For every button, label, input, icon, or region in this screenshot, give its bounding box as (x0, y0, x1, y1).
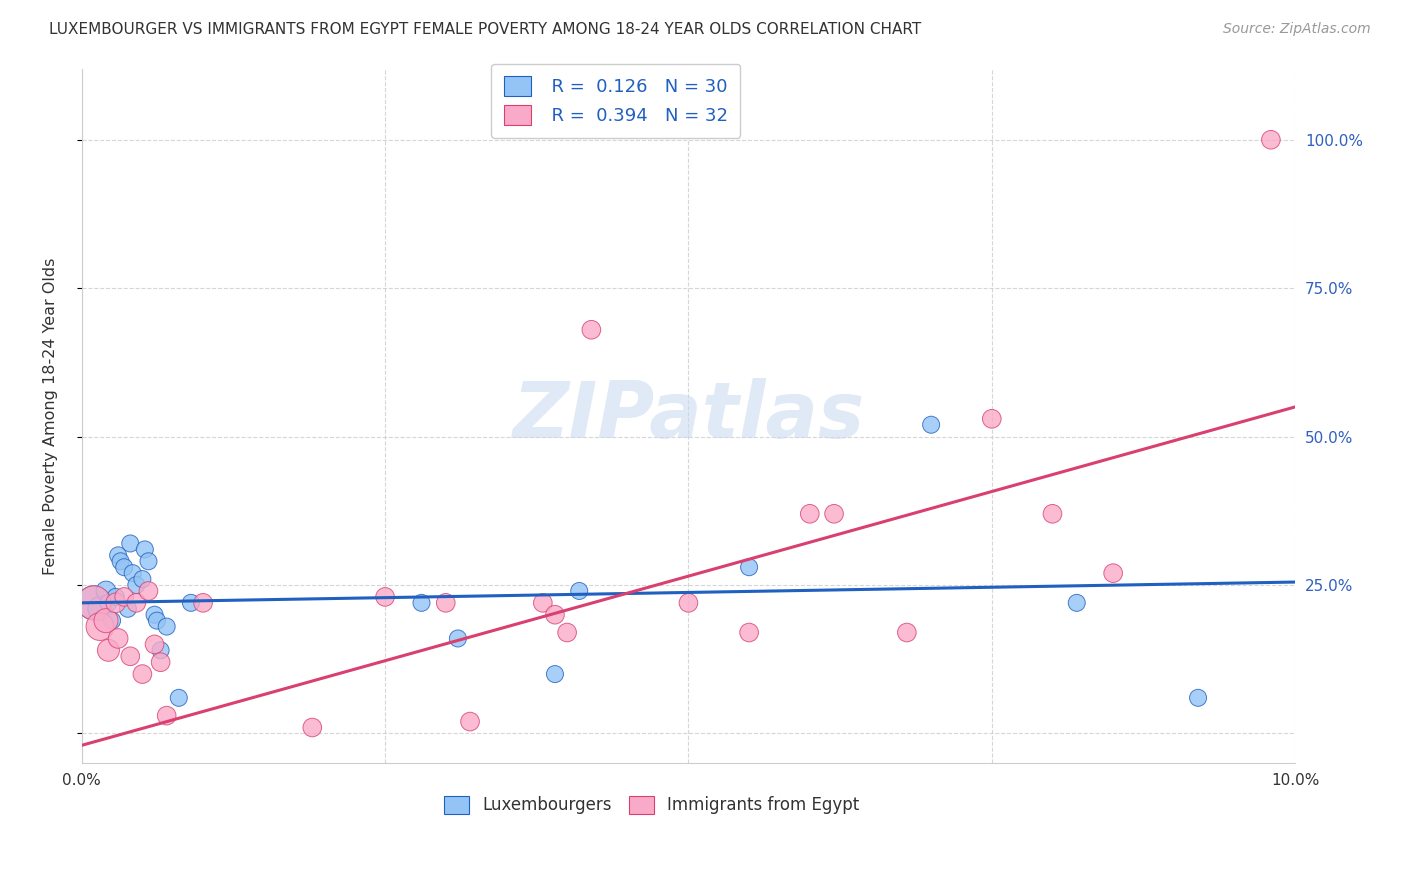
Point (83, 596, 105, 610)
Point (544, 667, 567, 681)
Point (120, 536, 142, 550)
Point (1102, 566, 1125, 581)
Point (411, 596, 433, 610)
Point (896, 625, 918, 640)
Point (104, 596, 127, 610)
Point (146, 614, 169, 628)
Point (1042, 507, 1064, 521)
Text: ZIPatlas: ZIPatlas (512, 378, 865, 454)
Point (89, 601, 111, 615)
Point (531, 596, 554, 610)
Point (301, 721, 323, 735)
Point (138, 584, 160, 599)
Point (149, 655, 172, 669)
Point (555, 625, 578, 640)
Point (131, 572, 153, 586)
Point (97, 596, 120, 610)
Point (823, 507, 845, 521)
Legend: Luxembourgers, Immigrants from Egypt: Luxembourgers, Immigrants from Egypt (434, 786, 869, 824)
Point (156, 619, 179, 633)
Point (125, 578, 148, 592)
Point (1187, 690, 1209, 705)
Point (544, 607, 567, 622)
Point (83, 596, 105, 610)
Y-axis label: Female Poverty Among 18-24 Year Olds: Female Poverty Among 18-24 Year Olds (44, 257, 58, 574)
Point (738, 625, 761, 640)
Text: Source: ZipAtlas.com: Source: ZipAtlas.com (1223, 22, 1371, 37)
Point (107, 549, 129, 563)
Point (112, 590, 135, 604)
Point (138, 554, 160, 568)
Point (191, 596, 214, 610)
Point (180, 596, 202, 610)
Text: LUXEMBOURGER VS IMMIGRANTS FROM EGYPT FEMALE POVERTY AMONG 18-24 YEAR OLDS CORRE: LUXEMBOURGER VS IMMIGRANTS FROM EGYPT FE… (49, 22, 921, 37)
Point (447, 632, 470, 646)
Point (107, 632, 129, 646)
Point (1066, 596, 1088, 610)
Point (125, 596, 148, 610)
Point (134, 542, 156, 557)
Point (568, 584, 591, 599)
Point (117, 601, 139, 615)
Point (112, 560, 135, 574)
Point (143, 637, 166, 651)
Point (167, 690, 190, 705)
Point (121, 566, 143, 581)
Point (101, 614, 124, 628)
Point (110, 554, 132, 568)
Point (434, 596, 457, 610)
Point (143, 607, 166, 622)
Point (156, 708, 179, 723)
Point (89, 619, 111, 633)
Point (980, 411, 1002, 425)
Point (94, 614, 117, 628)
Point (581, 323, 603, 337)
Point (738, 560, 761, 574)
Point (104, 590, 127, 604)
Point (120, 649, 142, 664)
Point (799, 507, 821, 521)
Point (94, 584, 117, 599)
Point (97, 643, 120, 657)
Point (131, 667, 153, 681)
Point (920, 417, 942, 432)
Point (149, 643, 172, 657)
Point (1260, 133, 1282, 147)
Point (458, 714, 481, 729)
Point (374, 590, 396, 604)
Point (678, 596, 700, 610)
